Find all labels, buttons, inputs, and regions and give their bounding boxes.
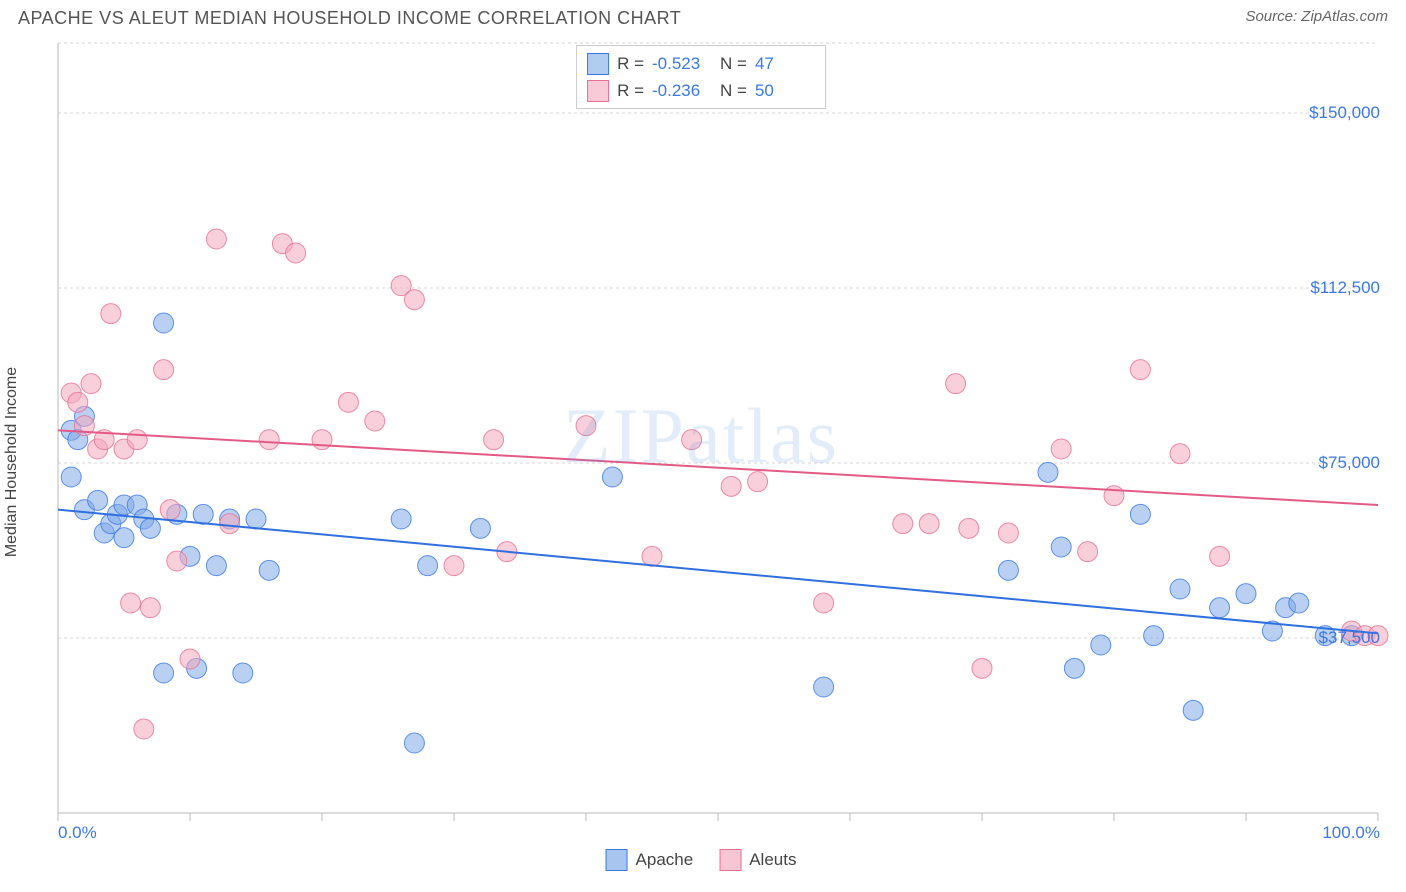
y-tick-label: $150,000	[1309, 103, 1380, 123]
y-tick-label: $75,000	[1319, 453, 1380, 473]
legend-item: Aleuts	[719, 849, 796, 871]
correlation-legend: R = -0.523 N = 47 R = -0.236 N = 50	[576, 45, 826, 109]
legend-item: Apache	[606, 849, 694, 871]
y-axis-label: Median Household Income	[3, 367, 21, 557]
n-label: N =	[720, 77, 747, 104]
r-value: -0.523	[652, 50, 712, 77]
y-tick-label: $37,500	[1319, 628, 1380, 648]
scatter-plot-svg	[8, 33, 1394, 843]
chart-container: Median Household Income ZIPatlas R =-0.5…	[8, 33, 1394, 873]
chart-title: APACHE VS ALEUT MEDIAN HOUSEHOLD INCOME …	[18, 8, 681, 29]
x-axis-min-label: 0.0%	[58, 823, 97, 843]
legend-label: Apache	[636, 850, 694, 870]
r-label: R =	[617, 50, 644, 77]
legend-swatch	[587, 53, 609, 75]
chart-header: APACHE VS ALEUT MEDIAN HOUSEHOLD INCOME …	[8, 8, 1398, 33]
n-value: 47	[755, 50, 815, 77]
x-axis-max-label: 100.0%	[1322, 823, 1380, 843]
legend-swatch	[719, 849, 741, 871]
chart-source: Source: ZipAtlas.com	[1245, 8, 1388, 25]
legend-swatch	[606, 849, 628, 871]
legend-row: R = -0.236 N = 50	[587, 77, 815, 104]
legend-label: Aleuts	[749, 850, 796, 870]
n-label: N =	[720, 50, 747, 77]
r-label: R =	[617, 77, 644, 104]
legend-row: R = -0.523 N = 47	[587, 50, 815, 77]
series-legend: Apache Aleuts	[606, 849, 797, 871]
n-value: 50	[755, 77, 815, 104]
r-value: -0.236	[652, 77, 712, 104]
legend-swatch	[587, 80, 609, 102]
y-tick-label: $112,500	[1310, 278, 1380, 298]
